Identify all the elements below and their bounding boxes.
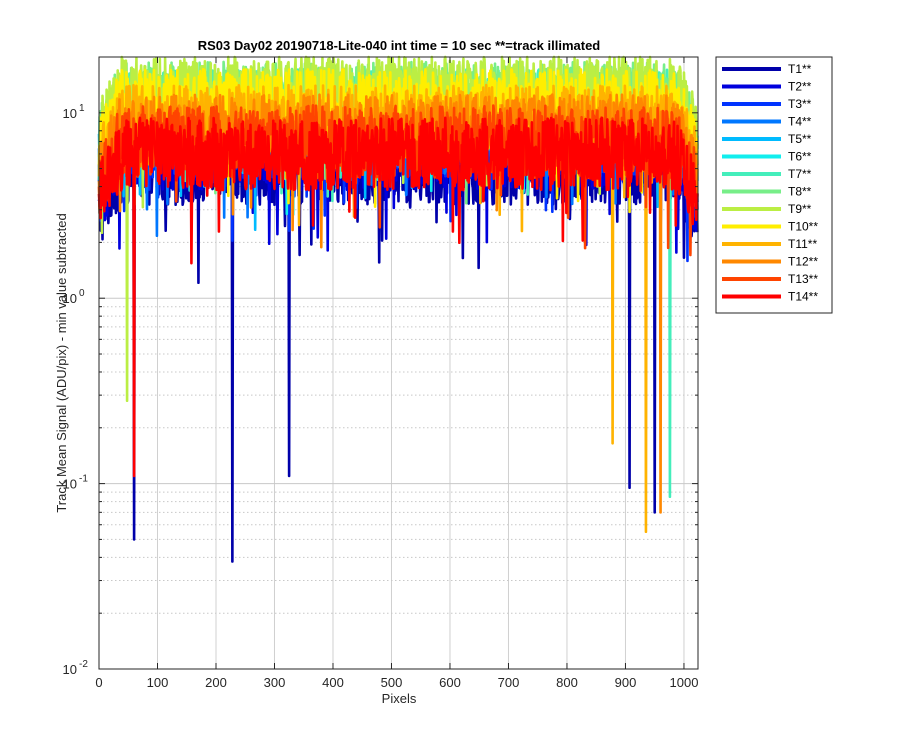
legend-label: T1** (788, 62, 812, 76)
x-tick-label: 1000 (670, 675, 699, 690)
legend: T1** T2** T3** T4** T5** T6** T7** T8** T9** T10*… (715, 56, 833, 314)
y-tick-label: 10 (63, 477, 77, 492)
y-tick-label: 10 (63, 291, 77, 306)
y-tick-exponent: -1 (79, 474, 88, 485)
y-tick-exponent: -2 (79, 659, 88, 670)
legend-label: T11** (788, 237, 817, 251)
legend-label: T12** (788, 255, 818, 269)
axes-box (98, 56, 699, 670)
legend-label: T14** (788, 290, 818, 304)
x-axis-ticks: 0 100 200 300 400 500 600 700 800 900 1000 (95, 57, 698, 690)
legend-label: T9** (788, 202, 812, 216)
x-tick-label: 100 (147, 675, 169, 690)
x-tick-label: 300 (264, 675, 286, 690)
x-tick-label: 800 (556, 675, 578, 690)
legend-box (715, 56, 833, 314)
x-axis-label: Pixels (382, 691, 417, 706)
y-tick-exponent: 1 (79, 103, 85, 114)
x-tick-label: 0 (95, 675, 102, 690)
series-line-t14 (97, 116, 699, 478)
x-tick-label: 700 (498, 675, 520, 690)
legend-label: T3** (788, 97, 812, 111)
x-tick-label: 600 (439, 675, 461, 690)
series-layer (97, 55, 699, 563)
legend-label: T2** (788, 80, 812, 94)
y-tick-label: 10 (63, 662, 77, 677)
legend-label: T13** (788, 272, 818, 286)
x-tick-label: 200 (205, 675, 227, 690)
y-tick-label: 10 (63, 106, 77, 121)
x-tick-label: 400 (322, 675, 344, 690)
x-tick-label: 900 (615, 675, 637, 690)
legend-label: T8** (788, 185, 812, 199)
y-axis-label: Track Mean Signal (ADU/pix) - min value … (54, 213, 69, 512)
x-tick-label: 500 (381, 675, 403, 690)
legend-label: T10** (788, 220, 818, 234)
y-tick-exponent: 0 (79, 288, 85, 299)
legend-label: T4** (788, 115, 812, 129)
legend-label: T6** (788, 150, 812, 164)
chart-title: RS03 Day02 20190718-Lite-040 int time = … (198, 38, 601, 53)
legend-label: T5** (788, 132, 812, 146)
legend-label: T7** (788, 167, 812, 181)
